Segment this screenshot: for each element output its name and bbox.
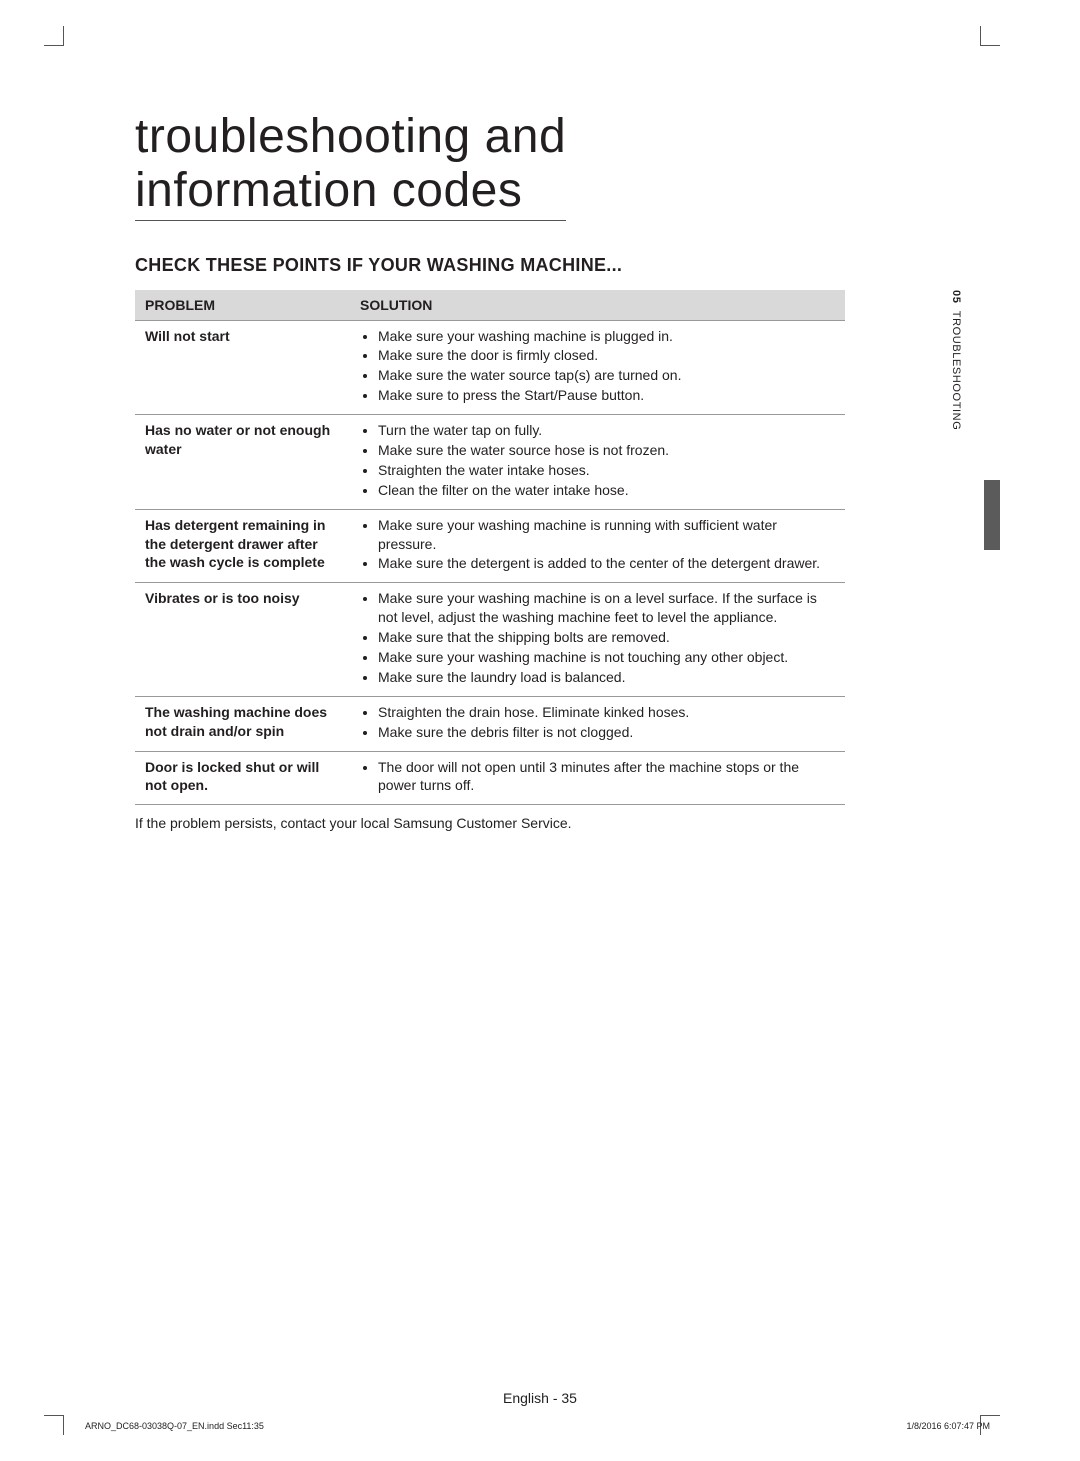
- thumb-index-tab: [984, 480, 1000, 550]
- solution-item: Make sure the laundry load is balanced.: [378, 668, 835, 687]
- table-row: The washing machine does not drain and/o…: [135, 696, 845, 751]
- table-row: Has no water or not enough waterTurn the…: [135, 415, 845, 510]
- solution-item: Make sure your washing machine is not to…: [378, 648, 835, 667]
- solution-cell: Make sure your washing machine is runnin…: [350, 509, 845, 583]
- solution-item: Straighten the drain hose. Eliminate kin…: [378, 703, 835, 722]
- col-solution: SOLUTION: [350, 290, 845, 321]
- solution-item: Make sure to press the Start/Pause butto…: [378, 386, 835, 405]
- solution-list: Turn the water tap on fully.Make sure th…: [360, 421, 835, 500]
- solution-list: Make sure your washing machine is runnin…: [360, 516, 835, 574]
- title-line-2: information codes: [135, 164, 522, 217]
- solution-cell: The door will not open until 3 minutes a…: [350, 751, 845, 805]
- solution-list: Make sure your washing machine is plugge…: [360, 327, 835, 406]
- solution-item: Make sure the water source hose is not f…: [378, 441, 835, 460]
- after-table-note: If the problem persists, contact your lo…: [135, 815, 865, 831]
- crop-mark-tr: [980, 26, 1000, 46]
- problem-cell: Has no water or not enough water: [135, 415, 350, 510]
- solution-cell: Make sure your washing machine is on a l…: [350, 583, 845, 696]
- footer-center: English - 35: [0, 1390, 1080, 1406]
- solution-item: Make sure your washing machine is on a l…: [378, 589, 835, 627]
- sidebar-tab: 05 TROUBLESHOOTING: [950, 290, 990, 430]
- crop-mark-bl: [44, 1415, 64, 1435]
- footer-page: 35: [561, 1390, 577, 1406]
- col-problem: PROBLEM: [135, 290, 350, 321]
- solution-item: Make sure your washing machine is plugge…: [378, 327, 835, 346]
- sidebar-label: 05 TROUBLESHOOTING: [950, 290, 962, 430]
- solution-item: Make sure the debris filter is not clogg…: [378, 723, 835, 742]
- page-content: troubleshooting and information codes CH…: [135, 110, 865, 831]
- troubleshooting-table: PROBLEM SOLUTION Will not start Make sure…: [135, 290, 845, 806]
- footer-right: 1/8/2016 6:07:47 PM: [906, 1421, 990, 1431]
- section-heading: CHECK THESE POINTS IF YOUR WASHING MACHI…: [135, 255, 865, 276]
- problem-cell: Vibrates or is too noisy: [135, 583, 350, 696]
- table-row: Will not start Make sure your washing mac…: [135, 320, 845, 415]
- table-row: Has detergent remaining in the detergent…: [135, 509, 845, 583]
- problem-cell: Door is locked shut or will not open.: [135, 751, 350, 805]
- solution-cell: Straighten the drain hose. Eliminate kin…: [350, 696, 845, 751]
- solution-item: Make sure your washing machine is runnin…: [378, 516, 835, 554]
- footer-left: ARNO_DC68-03038Q-07_EN.indd Sec11:35: [85, 1421, 264, 1431]
- solution-list: Straighten the drain hose. Eliminate kin…: [360, 703, 835, 742]
- solution-cell: Turn the water tap on fully.Make sure th…: [350, 415, 845, 510]
- sidebar-number: 05: [950, 290, 962, 303]
- solution-item: Turn the water tap on fully.: [378, 421, 835, 440]
- solution-list: Make sure your washing machine is on a l…: [360, 589, 835, 686]
- sidebar-text: TROUBLESHOOTING: [950, 311, 962, 431]
- solution-item: The door will not open until 3 minutes a…: [378, 758, 835, 796]
- problem-cell: Has detergent remaining in the detergent…: [135, 509, 350, 583]
- solution-item: Make sure the water source tap(s) are tu…: [378, 366, 835, 385]
- solution-item: Make sure the detergent is added to the …: [378, 554, 835, 573]
- crop-mark-tl: [44, 26, 64, 46]
- solution-item: Straighten the water intake hoses.: [378, 461, 835, 480]
- solution-list: The door will not open until 3 minutes a…: [360, 758, 835, 796]
- page-title: troubleshooting and information codes: [135, 110, 566, 221]
- problem-cell: The washing machine does not drain and/o…: [135, 696, 350, 751]
- title-line-1: troubleshooting and: [135, 110, 566, 163]
- solution-item: Make sure the door is firmly closed.: [378, 346, 835, 365]
- table-row: Door is locked shut or will not open. The…: [135, 751, 845, 805]
- footer-sep: -: [549, 1390, 561, 1406]
- footer-lang: English: [503, 1390, 549, 1406]
- solution-item: Clean the filter on the water intake hos…: [378, 481, 835, 500]
- problem-cell: Will not start: [135, 320, 350, 415]
- solution-item: Make sure that the shipping bolts are re…: [378, 628, 835, 647]
- table-row: Vibrates or is too noisy Make sure your w…: [135, 583, 845, 696]
- solution-cell: Make sure your washing machine is plugge…: [350, 320, 845, 415]
- table-header-row: PROBLEM SOLUTION: [135, 290, 845, 321]
